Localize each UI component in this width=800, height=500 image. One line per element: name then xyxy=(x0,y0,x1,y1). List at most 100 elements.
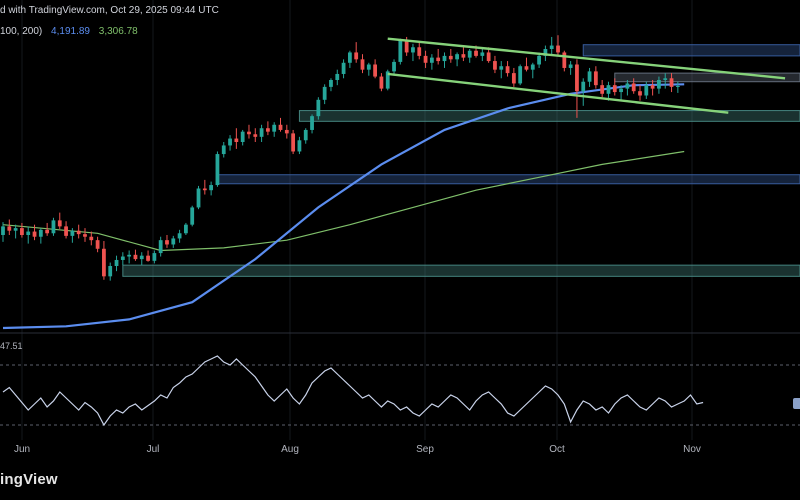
candle-body xyxy=(530,64,535,70)
candle-body xyxy=(581,81,586,92)
candle-body xyxy=(600,85,605,94)
candle-body xyxy=(322,86,327,100)
candle-body xyxy=(461,54,466,58)
chart-header: d with TradingView.com, Oct 29, 2025 09:… xyxy=(0,5,219,16)
candle-body xyxy=(95,240,100,249)
grid xyxy=(0,0,800,440)
candle-body xyxy=(335,73,340,80)
candle-body xyxy=(234,138,239,142)
candle-body xyxy=(663,78,668,80)
candle-body xyxy=(291,133,296,152)
candle-body xyxy=(76,230,81,235)
candle-body xyxy=(259,128,264,137)
candle-body xyxy=(392,61,396,72)
candle-body xyxy=(524,66,529,70)
x-label-jul: Jul xyxy=(146,444,160,455)
candle-body xyxy=(303,129,308,141)
candle-body xyxy=(89,236,94,241)
candle-body xyxy=(120,256,125,260)
candle-body xyxy=(436,57,441,62)
channel-upper-line xyxy=(387,37,786,80)
candle-body xyxy=(587,71,592,82)
candle-body xyxy=(297,140,302,152)
candle-body xyxy=(385,71,390,89)
candle-body xyxy=(644,85,649,96)
candle-body xyxy=(20,228,24,235)
candle-body xyxy=(127,254,132,257)
tradingview-logo: ingView xyxy=(0,471,58,488)
x-label-sep: Sep xyxy=(416,444,434,455)
candle-body xyxy=(108,266,113,277)
candle-body xyxy=(417,47,422,56)
descending-channel xyxy=(387,37,786,114)
candle-body xyxy=(499,66,504,70)
candle-body xyxy=(511,73,516,84)
candle-body xyxy=(593,71,598,86)
candle-body xyxy=(196,188,201,208)
ma-legend: 100, 200) 4,191.89 3,306.78 xyxy=(0,26,144,37)
candle-body xyxy=(247,131,251,135)
candle-body xyxy=(562,52,567,68)
candle-body xyxy=(411,47,415,53)
candle-body xyxy=(146,255,150,261)
rsi-value: 47.51 xyxy=(0,341,23,351)
candle-body xyxy=(70,230,75,236)
rsi-line xyxy=(2,355,704,427)
candle-body xyxy=(669,78,674,87)
candle-body xyxy=(228,138,232,146)
moving-averages xyxy=(2,83,685,330)
candle-body xyxy=(278,124,283,130)
candle-body xyxy=(209,185,214,191)
candle-body xyxy=(404,40,409,53)
candle-body xyxy=(158,240,163,254)
candle-body xyxy=(83,234,87,237)
candle-body xyxy=(568,64,573,68)
candle-body xyxy=(184,224,188,234)
candle-body xyxy=(7,226,12,231)
candle-body xyxy=(675,86,680,88)
candle-body xyxy=(221,145,226,155)
channel-lower-line xyxy=(387,72,729,114)
candle-body xyxy=(467,50,472,58)
candle-body xyxy=(51,220,56,234)
candle-body xyxy=(480,52,485,56)
candle-body xyxy=(165,240,169,245)
candle-body xyxy=(379,76,384,89)
candle-body xyxy=(373,64,378,77)
candle-body xyxy=(310,116,314,130)
candle-body xyxy=(619,88,623,93)
zone-teal xyxy=(122,264,800,277)
candle-body xyxy=(266,128,270,132)
candle-body xyxy=(537,55,541,65)
rsi-price-tag xyxy=(793,398,800,409)
candle-body xyxy=(253,134,258,137)
ma100-value: 4,191.89 xyxy=(51,26,90,37)
candle-body xyxy=(45,229,50,234)
candle-body xyxy=(455,54,459,60)
candle-body xyxy=(423,55,428,63)
ma-params: 100, 200) xyxy=(0,26,43,37)
ma200-value: 3,306.78 xyxy=(98,26,138,37)
candle-body xyxy=(215,154,220,186)
candle-body xyxy=(606,85,611,94)
candle-body xyxy=(139,255,144,260)
candle-body xyxy=(240,131,245,142)
candle-body xyxy=(202,188,207,191)
candle-body xyxy=(366,64,371,70)
candle-body xyxy=(442,55,447,62)
candle-body xyxy=(177,233,182,239)
candle-body xyxy=(32,231,37,237)
candle-body xyxy=(284,129,289,134)
candle-body xyxy=(26,231,31,235)
candle-body xyxy=(316,99,321,117)
candle-body xyxy=(631,83,636,92)
candle-body xyxy=(543,49,548,56)
candle-body xyxy=(133,254,138,260)
candle-body xyxy=(38,229,43,237)
candle-body xyxy=(486,52,491,62)
candle-body xyxy=(493,61,497,70)
candle-body xyxy=(272,124,277,132)
support-zones xyxy=(122,44,800,277)
ma200-line xyxy=(2,150,685,252)
